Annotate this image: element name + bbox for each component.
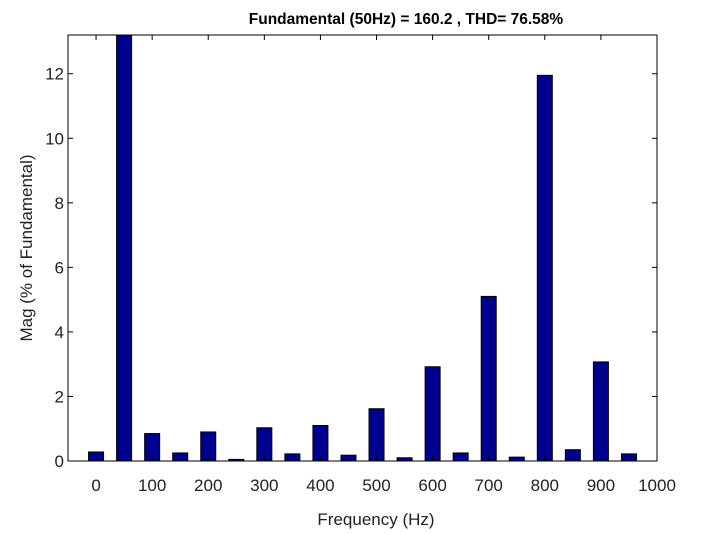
y-axis-label: Mag (% of Fundamental) [17,154,36,341]
x-tick-label: 700 [475,476,503,495]
bar-50hz [116,34,133,462]
chart-title: Fundamental (50Hz) = 160.2 , THD= 76.58% [249,11,564,28]
bar-500hz [368,408,385,462]
x-tick-label: 800 [531,476,559,495]
x-tick-label: 300 [250,476,278,495]
x-tick-label: 600 [418,476,446,495]
x-tick-label: 1000 [638,476,676,495]
x-axis: 0 100 200 300 400 500 600 700 800 900 1000 [91,35,676,495]
bar-750hz [508,456,525,462]
x-tick-label: 500 [362,476,390,495]
bar-150hz [172,452,189,462]
x-tick-label: 200 [194,476,222,495]
y-tick-label: 6 [55,258,64,277]
bar-950hz [620,453,637,462]
bar-650hz [452,452,469,462]
x-tick-label: 400 [306,476,334,495]
bar-700hz [480,295,497,462]
y-tick-label: 8 [55,194,64,213]
y-tick-label: 0 [55,452,64,471]
bar-800hz [536,74,553,462]
y-tick-label: 4 [55,323,64,342]
bar-600hz [424,366,441,462]
y-tick-label: 10 [45,129,64,148]
x-tick-label: 900 [587,476,615,495]
x-axis-label: Frequency (Hz) [317,510,434,529]
bar-450hz [340,454,357,462]
x-tick-label: 100 [138,476,166,495]
bar-900hz [592,361,609,462]
y-axis: 0 2 4 6 8 10 12 [45,65,657,471]
y-tick-label: 2 [55,387,64,406]
bar-400hz [312,425,329,462]
x-tick-label: 0 [91,476,100,495]
plot-frame [67,34,658,462]
y-tick-label: 12 [45,65,64,84]
bar-350hz [284,453,301,462]
bar-850hz [564,449,581,462]
bars-layer [88,34,637,462]
